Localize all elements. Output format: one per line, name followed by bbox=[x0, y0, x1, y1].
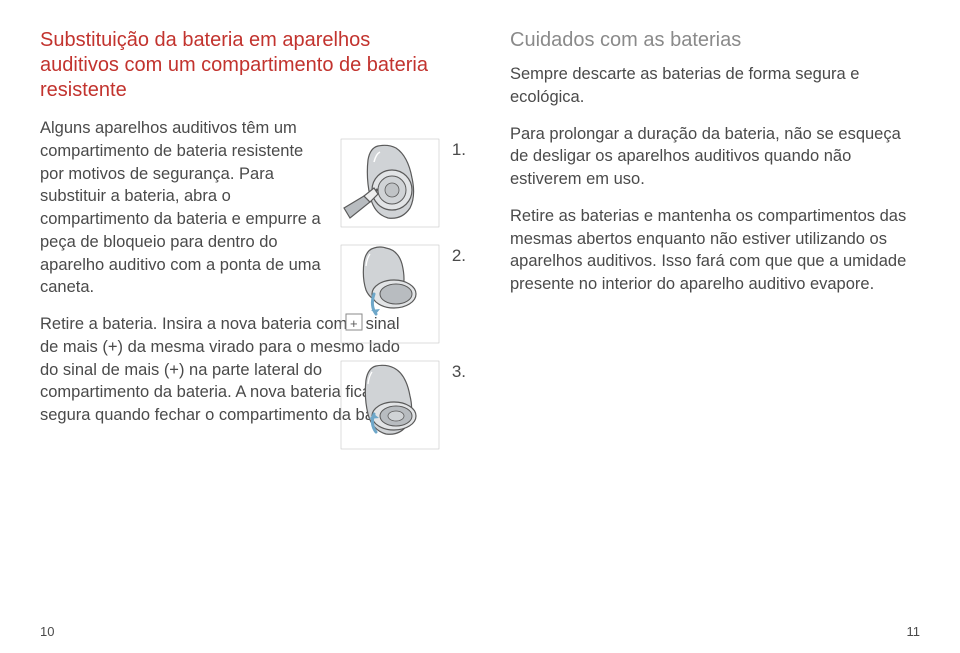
plus-icon: + bbox=[350, 316, 358, 331]
hearing-aid-step1-icon bbox=[340, 138, 440, 228]
right-para-1: Sempre descarte as baterias de forma seg… bbox=[510, 63, 920, 109]
illustration-column: 1. 2. bbox=[340, 138, 460, 466]
left-heading: Substituição da bateria em aparelhos aud… bbox=[40, 28, 450, 103]
right-heading: Cuidados com as baterias bbox=[510, 28, 920, 53]
illustration-2: 2. + bbox=[340, 244, 460, 344]
hearing-aid-step3-icon bbox=[340, 360, 440, 450]
illus-2-number: 2. bbox=[452, 246, 466, 266]
page-number-left: 10 bbox=[40, 624, 54, 639]
page-number-right: 11 bbox=[907, 624, 921, 639]
left-para-1: Alguns aparelhos auditivos têm um compar… bbox=[40, 117, 330, 299]
left-column: Substituição da bateria em aparelhos aud… bbox=[40, 28, 480, 633]
page: Substituição da bateria em aparelhos aud… bbox=[0, 0, 960, 653]
left-text-block: Alguns aparelhos auditivos têm um compar… bbox=[40, 117, 330, 427]
right-para-3: Retire as baterias e mantenha os compart… bbox=[510, 205, 920, 296]
illus-3-number: 3. bbox=[452, 362, 466, 382]
illustration-3: 3. bbox=[340, 360, 460, 450]
right-column: Cuidados com as baterias Sempre descarte… bbox=[480, 28, 920, 633]
right-para-2: Para prolongar a duração da bateria, não… bbox=[510, 123, 920, 191]
illus-1-number: 1. bbox=[452, 140, 466, 160]
illustration-1: 1. bbox=[340, 138, 460, 228]
